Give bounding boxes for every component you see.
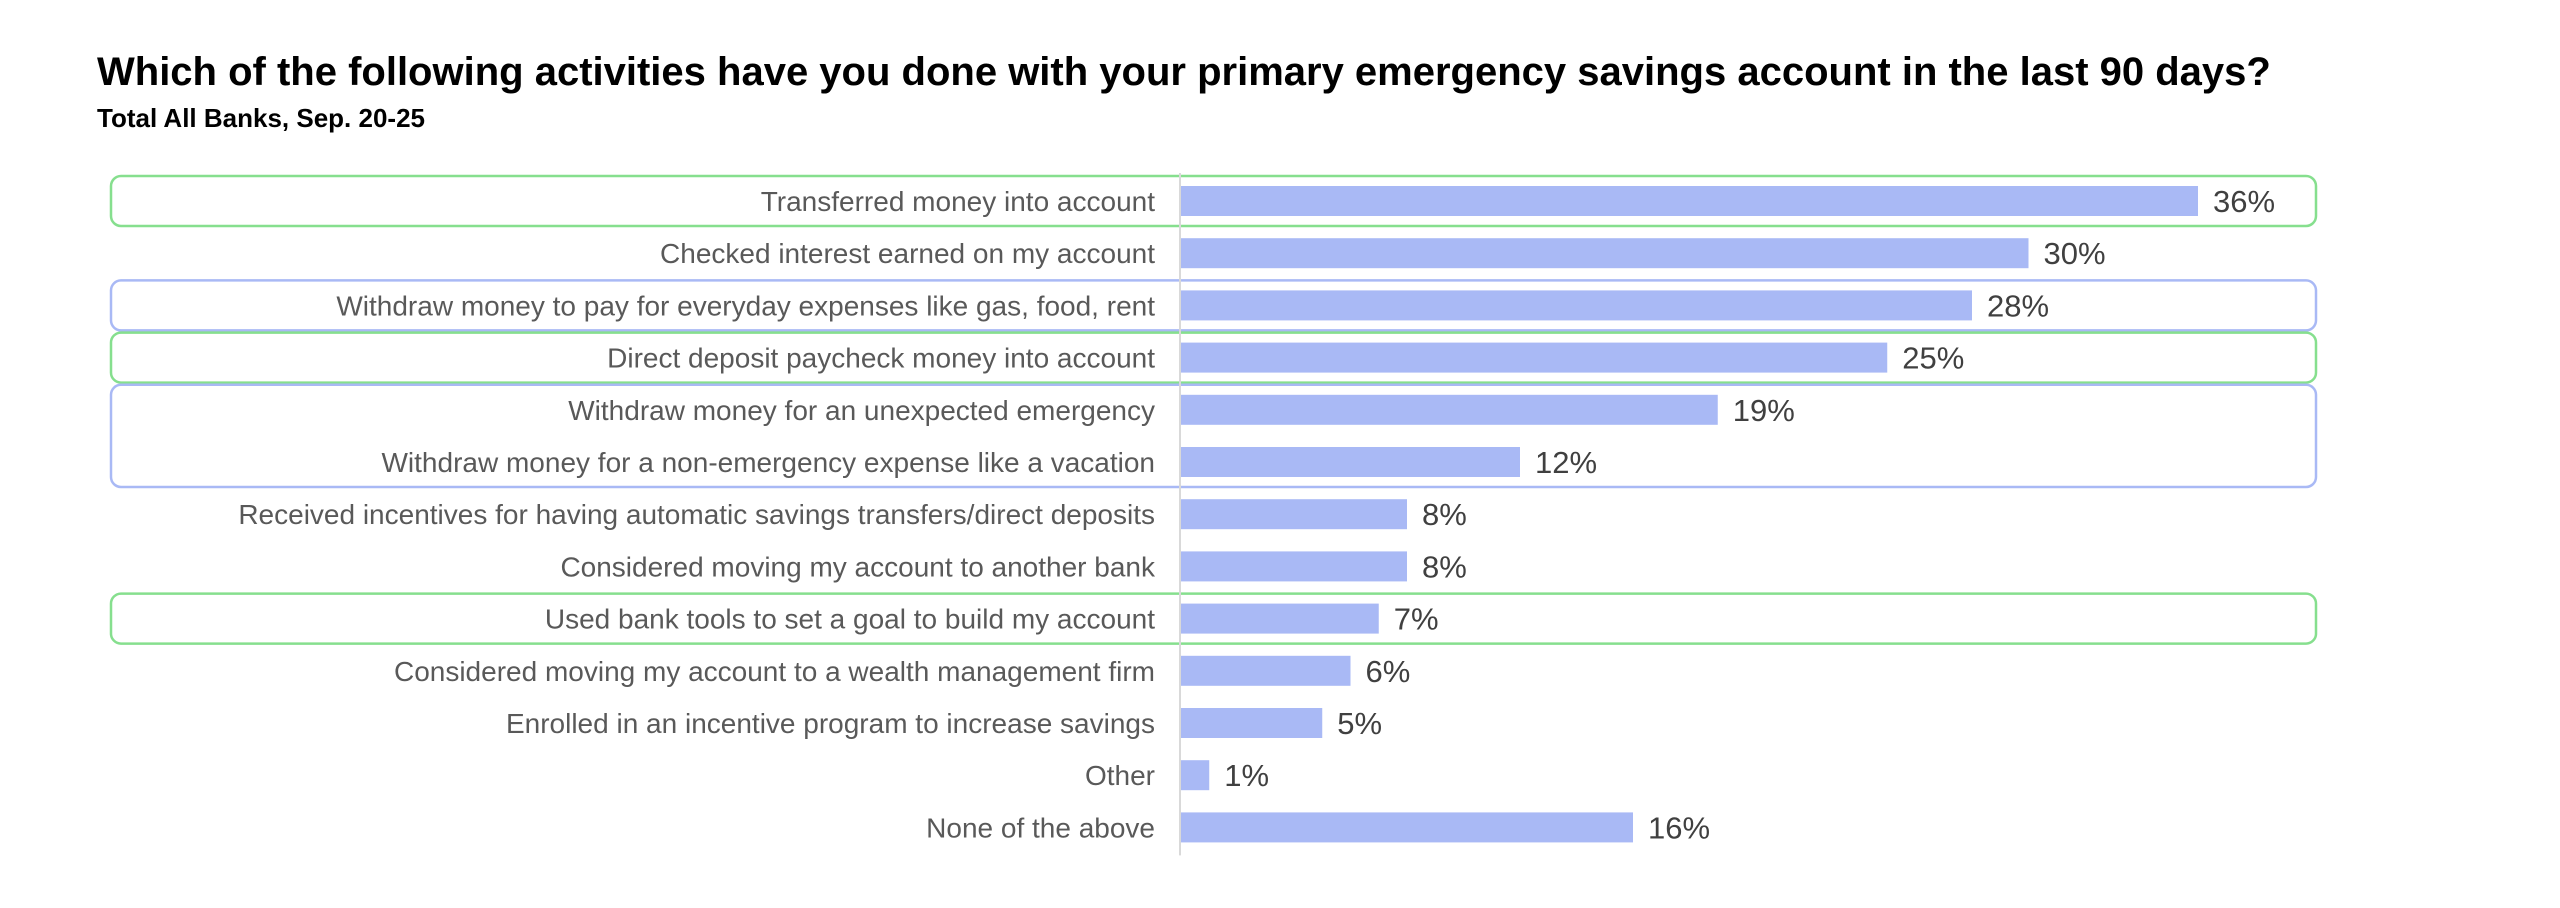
highlight-box-green xyxy=(109,592,2318,645)
highlight-box-green xyxy=(109,331,2318,384)
data-label: 8% xyxy=(1422,549,1467,584)
data-label: 16% xyxy=(1648,810,1710,845)
data-label: 8% xyxy=(1422,497,1467,532)
category-label: Considered moving my account to another … xyxy=(560,551,1156,582)
data-label: 28% xyxy=(1987,288,2049,323)
highlight-box-blue xyxy=(109,383,2318,489)
bar xyxy=(1181,394,1718,425)
bar xyxy=(1181,655,1351,686)
bar xyxy=(1181,342,1888,373)
highlight-boxes xyxy=(109,174,2318,645)
category-label: Direct deposit paycheck money into accou… xyxy=(607,343,1155,374)
bar xyxy=(1181,551,1407,582)
bar xyxy=(1181,812,1633,843)
category-label: Withdraw money for a non-emergency expen… xyxy=(382,447,1156,478)
category-label: Other xyxy=(1085,760,1155,791)
bar xyxy=(1181,760,1210,791)
bar xyxy=(1181,708,1323,738)
bar xyxy=(1181,238,2029,269)
data-label: 30% xyxy=(2044,236,2106,271)
highlight-box-green xyxy=(109,174,2318,228)
category-label: Enrolled in an incentive program to incr… xyxy=(506,708,1155,739)
category-label: Withdraw money to pay for everyday expen… xyxy=(336,290,1155,321)
data-label: 12% xyxy=(1535,445,1597,480)
category-label: None of the above xyxy=(926,812,1155,843)
chart-subtitle: Total All Banks, Sep. 20-25 xyxy=(97,103,425,133)
category-label: Checked interest earned on my account xyxy=(660,238,1155,269)
labels: Transferred money into account 36% Checked… xyxy=(238,184,2275,845)
data-label: 1% xyxy=(1224,758,1269,793)
bar xyxy=(1181,290,1972,321)
data-label: 19% xyxy=(1733,393,1795,428)
category-label: Received incentives for having automatic… xyxy=(238,499,1155,530)
category-label: Used bank tools to set a goal to build m… xyxy=(545,604,1155,635)
bar xyxy=(1181,447,1520,477)
bar xyxy=(1181,603,1379,634)
highlight-box-blue xyxy=(109,279,2318,332)
data-label: 7% xyxy=(1394,602,1439,637)
data-label: 5% xyxy=(1337,706,1382,741)
chart-title: Which of the following activities have y… xyxy=(97,50,2271,94)
category-label: Withdraw money for an unexpected emergen… xyxy=(568,395,1155,426)
category-label: Transferred money into account xyxy=(761,186,1155,217)
category-label: Considered moving my account to a wealth… xyxy=(394,656,1155,687)
bar xyxy=(1181,186,2198,216)
data-label: 25% xyxy=(1902,341,1964,376)
bars xyxy=(1181,186,2198,843)
data-label: 36% xyxy=(2213,184,2275,219)
data-label: 6% xyxy=(1366,654,1411,689)
bar xyxy=(1181,499,1407,530)
